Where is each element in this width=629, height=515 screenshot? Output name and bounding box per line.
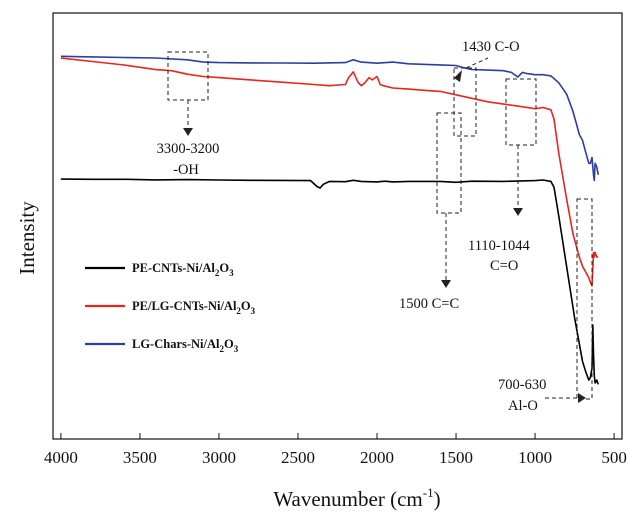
x-tick-label: 2500 bbox=[281, 448, 315, 467]
legend-label-pe-lg-cnts: PE/LG-CNTs-Ni/Al2O3 bbox=[132, 299, 256, 316]
annotations bbox=[167, 51, 593, 400]
oh-label-1: 3300-3200 bbox=[157, 141, 220, 157]
series-group bbox=[60, 55, 600, 385]
cc-arrowhead bbox=[441, 280, 451, 288]
x-tick-label: 2000 bbox=[360, 448, 394, 467]
legend-label-pe-lg-cnts-mid: O bbox=[241, 299, 251, 313]
c-o-double-arrowhead bbox=[513, 208, 523, 216]
cc-box bbox=[436, 112, 462, 214]
legend-label-pe-lg-cnts-prefix: PE/LG-CNTs-Ni/Al bbox=[132, 299, 237, 313]
legend-label-lg-chars-sub2: 3 bbox=[234, 344, 239, 354]
legend-label-pe-lg-cnts-sub: 2 bbox=[236, 306, 241, 316]
legend-label-lg-chars: LG-Chars-Ni/Al2O3 bbox=[132, 337, 239, 354]
x-axis-title: Wavenumber (cm-1) bbox=[273, 485, 440, 511]
legend-label-pe-cnts-mid: O bbox=[219, 261, 229, 275]
x-axis-ticks: 4000 3500 3000 2500 2000 1500 1000 500 bbox=[44, 433, 627, 467]
series-line-lg-chars bbox=[60, 55, 600, 182]
alo-box bbox=[576, 198, 593, 400]
legend-label-pe-lg-cnts-sub2: 3 bbox=[251, 306, 256, 316]
c-o-double-label-2: C=O bbox=[490, 258, 518, 274]
series-line-pe-cnts bbox=[60, 178, 600, 385]
series-line-pe-lg-cnts bbox=[60, 57, 599, 287]
x-tick-label: 1000 bbox=[518, 448, 552, 467]
legend-label-pe-cnts-sub2: 3 bbox=[229, 268, 234, 278]
annotation-arrowheads bbox=[183, 70, 586, 403]
x-tick-label: 3000 bbox=[202, 448, 236, 467]
co-label: 1430 C-O bbox=[462, 39, 520, 55]
x-axis-title-main: Wavenumber (cm bbox=[273, 487, 422, 511]
oh-label-2: -OH bbox=[173, 162, 199, 178]
legend-label-lg-chars-sub: 2 bbox=[220, 344, 225, 354]
c-o-double-label-1: 1110-1044 bbox=[468, 238, 531, 254]
legend-label-lg-chars-mid: O bbox=[224, 337, 234, 351]
alo-label-1: 700-630 bbox=[498, 377, 546, 393]
oh-arrowhead bbox=[183, 128, 193, 136]
co-arrowhead bbox=[454, 70, 462, 82]
y-axis-title: Intensity bbox=[15, 201, 39, 275]
x-tick-label: 4000 bbox=[44, 448, 78, 467]
alo-label-2: Al-O bbox=[508, 398, 538, 414]
co-box bbox=[453, 67, 477, 137]
x-tick-label: 3500 bbox=[123, 448, 157, 467]
x-axis-title-sup: -1 bbox=[423, 485, 434, 500]
legend-label-pe-cnts-sub: 2 bbox=[215, 268, 220, 278]
cc-label: 1500 C=C bbox=[399, 296, 459, 312]
x-tick-label: 1500 bbox=[439, 448, 473, 467]
legend-label-pe-cnts-prefix: PE-CNTs-Ni/Al bbox=[132, 261, 215, 275]
c-o-double-box bbox=[505, 78, 537, 146]
legend-label-pe-cnts: PE-CNTs-Ni/Al2O3 bbox=[132, 261, 234, 278]
co-arrow-line bbox=[465, 57, 489, 69]
legend-label-lg-chars-prefix: LG-Chars-Ni/Al bbox=[132, 337, 220, 351]
x-axis-title-close: ) bbox=[434, 487, 441, 511]
legend: PE-CNTs-Ni/Al2O3 PE/LG-CNTs-Ni/Al2O3 LG-… bbox=[85, 261, 256, 354]
x-tick-label: 500 bbox=[601, 448, 627, 467]
alo-arrowhead bbox=[578, 393, 586, 403]
plot-frame bbox=[52, 12, 623, 440]
